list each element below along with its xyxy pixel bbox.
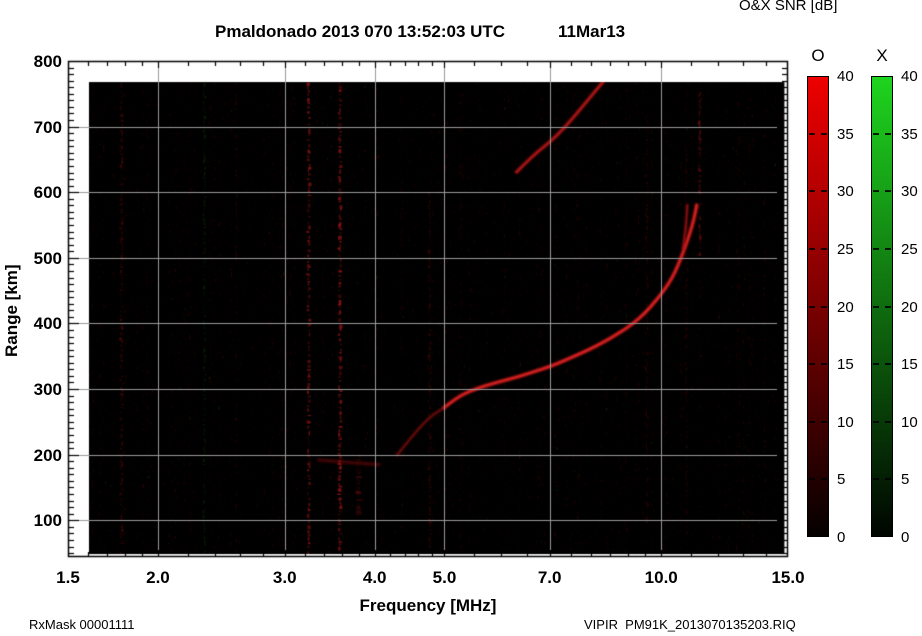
colorbar-tick-label: 15 [901, 356, 918, 374]
colorbar-tick [873, 478, 879, 481]
x-tick-label: 15.0 [771, 568, 805, 587]
colorbar-tick [821, 363, 827, 366]
x-tick-label: 4.0 [362, 568, 387, 587]
y-tick-label: 800 [33, 52, 62, 71]
colorbar-tick-label: 5 [901, 471, 910, 489]
colorbar-label-X: X [876, 46, 888, 65]
colorbar-tick [821, 478, 827, 481]
x-tick-label: 10.0 [644, 568, 678, 587]
footer-rxmask: RxMask 00001111 [29, 617, 135, 632]
colorbar-tick [885, 363, 891, 366]
y-tick-label: 100 [33, 511, 62, 531]
colorbar-tick [873, 132, 879, 135]
colorbar-tick [821, 132, 827, 135]
colorbar-tick [873, 420, 879, 423]
colorbar-tick-label: 15 [837, 356, 854, 374]
y-tick-label: 200 [33, 445, 62, 465]
colorbar-tick [873, 247, 879, 250]
colorbar-tick [885, 305, 891, 308]
footer-filename: VIPIR PM91K_2013070135203.RIQ [584, 617, 796, 632]
colorbar-tick [809, 190, 815, 193]
y-axis-label: Range [km] [2, 264, 21, 357]
colorbar-tick [809, 132, 815, 135]
colorbar-tick-label: 20 [901, 298, 918, 316]
colorbar-tick-label: 0 [837, 529, 846, 546]
colorbar-tick [821, 305, 827, 308]
colorbar-tick [885, 247, 891, 250]
colorbar-label-O: O [811, 46, 825, 65]
colorbar-tick-label: 40 [901, 68, 918, 85]
colorbar-tick-label: 35 [837, 125, 854, 143]
colorbar-tick [821, 420, 827, 423]
colorbar-tick-label: 25 [837, 240, 854, 258]
colorbar-tick-label: 20 [837, 298, 854, 316]
colorbar-tick-label: 35 [901, 125, 918, 143]
colorbar-tick-label: 0 [901, 529, 910, 546]
colorbar-tick [885, 478, 891, 481]
y-tick-label: 300 [33, 380, 62, 400]
colorbar-tick [873, 190, 879, 193]
colorbar-tick [809, 247, 815, 250]
x-tick-label: 3.0 [272, 568, 297, 587]
colorbar-tick [885, 190, 891, 193]
x-tick-label: 7.0 [537, 568, 562, 587]
colorbar-tick [809, 363, 815, 366]
x-tick-label: 1.5 [56, 568, 80, 587]
colorbar-tick [873, 305, 879, 308]
colorbar-tick [873, 363, 879, 366]
y-tick-label: 700 [33, 117, 62, 137]
colorbar-tick [809, 420, 815, 423]
colorbar-tick [809, 478, 815, 481]
colorbar-tick [809, 305, 815, 308]
colorbar-tick-label: 25 [901, 240, 918, 258]
colorbar-tick-label: 30 [837, 183, 854, 201]
colorbar-tick-label: 5 [837, 471, 846, 489]
colorbar-tick [821, 190, 827, 193]
colorbar-tick-label: 10 [837, 413, 854, 431]
colorbar-tick [885, 132, 891, 135]
y-tick-label: 500 [33, 248, 62, 268]
x-tick-label: 2.0 [146, 568, 170, 587]
colorbar-tick [821, 247, 827, 250]
colorbar-tick-label: 30 [901, 183, 918, 201]
y-tick-label: 400 [33, 314, 62, 334]
colorbar-tick [885, 420, 891, 423]
x-tick-label: 5.0 [432, 568, 457, 587]
x-axis-label: Frequency [MHz] [359, 596, 497, 615]
y-tick-label: 600 [33, 183, 62, 203]
colorbar-tick-label: 40 [837, 68, 854, 85]
colorbar-tick-label: 10 [901, 413, 918, 431]
